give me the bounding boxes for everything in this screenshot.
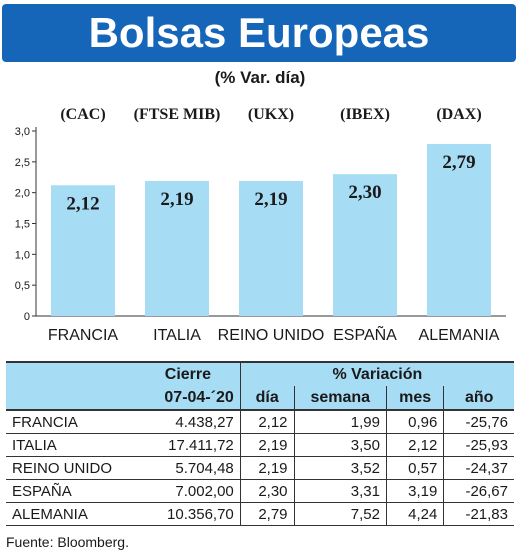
table-header-variacion: % Variación — [239, 361, 514, 386]
bar-reino-unido — [239, 180, 303, 316]
y-tick-label: 3,0 — [15, 126, 30, 138]
bar-value-label: 2,30 — [348, 182, 381, 203]
cell-mes: 3,19 — [385, 479, 444, 503]
chart-subtitle: (% Var. día) — [214, 68, 306, 87]
table-row: ESPAÑA 7.002,00 2,30 3,31 3,19 -26,67 — [6, 479, 514, 503]
x-tick-label: FRANCIA — [48, 327, 119, 344]
table-row: ITALIA 17.411,72 2,19 3,50 2,12 -25,93 — [6, 433, 514, 457]
x-tick-label: ALEMANIA — [419, 327, 500, 344]
cell-mes: 2,12 — [385, 433, 444, 457]
index-table: Cierre % Variación 07-04-´20 día semana … — [6, 361, 514, 526]
table-row: FRANCIA 4.438,27 2,12 1,99 0,96 -25,76 — [6, 410, 514, 434]
table-header-row-1: Cierre % Variación — [6, 361, 514, 386]
y-tick-label: 2,5 — [15, 157, 30, 169]
cell-anio: -21,83 — [443, 502, 514, 526]
chart-layer: 0 0,5 1,0 1,5 2,0 2,5 3,0 2,12 (CAC) FRANCIA 2,19 (… — [15, 106, 506, 344]
bar-value-label: 2,12 — [66, 193, 99, 214]
cell-semana: 3,50 — [293, 433, 387, 457]
x-tick-label: REINO UNIDO — [218, 327, 325, 344]
cell-anio: -25,93 — [443, 433, 514, 457]
y-tick-label: 0,5 — [15, 280, 30, 292]
cell-country: ESPAÑA — [6, 479, 136, 503]
y-tick-label: 1,5 — [15, 219, 30, 231]
cell-dia: 2,19 — [239, 433, 295, 457]
cell-dia: 2,79 — [239, 502, 295, 526]
cell-semana: 1,99 — [293, 410, 387, 434]
x-tick-label: ESPAÑA — [333, 324, 397, 344]
bar-francia — [51, 185, 115, 316]
x-tick-label: ITALIA — [153, 327, 201, 344]
cell-dia: 2,19 — [239, 456, 295, 480]
bar-españa — [333, 174, 397, 316]
index-label: (FTSE MIB) — [134, 106, 221, 123]
bar-value-label: 2,19 — [254, 189, 287, 210]
cell-dia: 2,12 — [239, 410, 295, 434]
table-header-blank-2 — [6, 386, 136, 411]
index-label: (CAC) — [60, 106, 105, 123]
bar-value-label: 2,79 — [442, 152, 475, 173]
table-header-semana: semana — [293, 386, 387, 411]
table-row: ALEMANIA 10.356,70 2,79 7,52 4,24 -21,83 — [6, 502, 514, 526]
index-data-table: Cierre % Variación 07-04-´20 día semana … — [6, 361, 514, 526]
bar-alemania — [427, 143, 491, 316]
table-header-cierre: Cierre — [136, 361, 241, 386]
cell-country: ITALIA — [6, 433, 136, 457]
cell-country: REINO UNIDO — [6, 456, 136, 480]
cell-semana: 7,52 — [293, 502, 387, 526]
cell-semana: 3,31 — [293, 479, 387, 503]
table-header-mes: mes — [385, 386, 444, 411]
table-header-date: 07-04-´20 — [136, 386, 241, 411]
cell-cierre: 5.704,48 — [136, 456, 241, 480]
cell-cierre: 17.411,72 — [136, 433, 241, 457]
cell-mes: 4,24 — [385, 502, 444, 526]
bar-value-label: 2,19 — [160, 189, 193, 210]
cell-anio: -24,37 — [443, 456, 514, 480]
cell-anio: -25,76 — [443, 410, 514, 434]
page-title: Bolsas Europeas — [88, 9, 430, 56]
cell-dia: 2,30 — [239, 479, 295, 503]
y-tick-label: 0 — [24, 311, 30, 323]
cell-country: ALEMANIA — [6, 502, 136, 526]
index-label: (DAX) — [436, 106, 481, 123]
y-tick-label: 2,0 — [15, 188, 30, 200]
cell-cierre: 10.356,70 — [136, 502, 241, 526]
title-banner: Bolsas Europeas — [2, 4, 516, 62]
cell-mes: 0,96 — [385, 410, 444, 434]
cell-country: FRANCIA — [6, 410, 136, 434]
table-header-row-2: 07-04-´20 día semana mes año — [6, 386, 514, 411]
index-label: (UKX) — [248, 106, 294, 123]
bar-chart: 0 0,5 1,0 1,5 2,0 2,5 3,0 2,12 (CAC) FRANCIA 2,19 (… — [15, 106, 506, 344]
source-note: Fuente: Bloomberg. — [6, 534, 129, 550]
cell-cierre: 7.002,00 — [136, 479, 241, 503]
cell-cierre: 4.438,27 — [136, 410, 241, 434]
table-row: REINO UNIDO 5.704,48 2,19 3,52 0,57 -24,… — [6, 456, 514, 480]
bar-italia — [145, 180, 209, 316]
table-header-anio: año — [443, 386, 514, 411]
cell-semana: 3,52 — [293, 456, 387, 480]
index-label: (IBEX) — [340, 106, 390, 123]
table-header-blank — [6, 361, 136, 386]
y-tick-label: 1,0 — [15, 249, 30, 261]
cell-mes: 0,57 — [385, 456, 444, 480]
cell-anio: -26,67 — [443, 479, 514, 503]
table-header-dia: día — [239, 386, 295, 411]
